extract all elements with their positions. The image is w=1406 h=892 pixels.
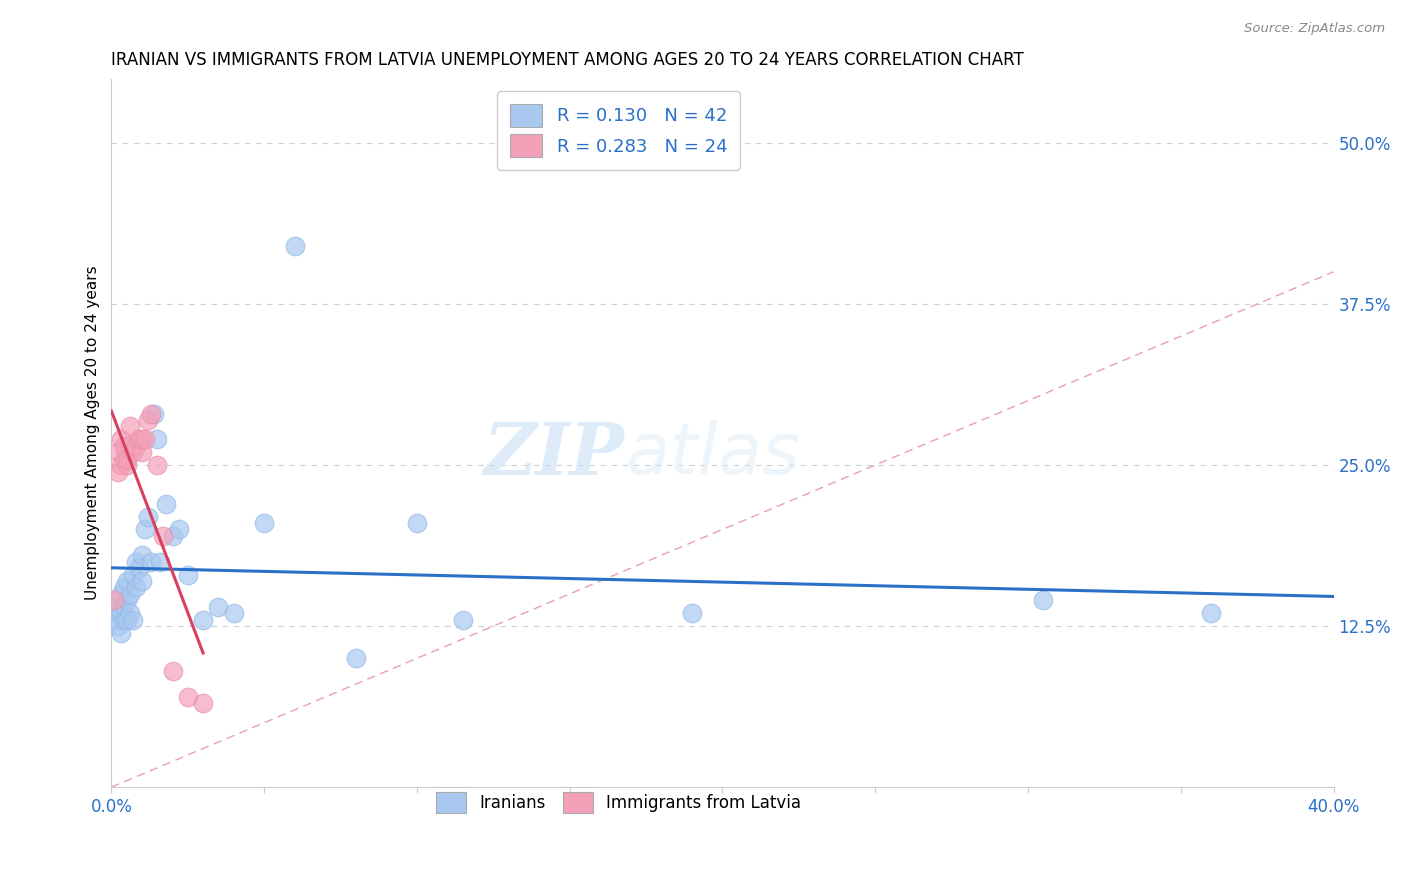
Point xyxy=(112,451,135,466)
Point xyxy=(125,581,148,595)
Text: Source: ZipAtlas.com: Source: ZipAtlas.com xyxy=(1244,22,1385,36)
Point xyxy=(128,433,150,447)
Point xyxy=(128,561,150,575)
Point xyxy=(406,516,429,530)
Point xyxy=(136,509,159,524)
Point xyxy=(136,413,159,427)
Point xyxy=(207,599,229,614)
Point xyxy=(115,574,138,588)
Point xyxy=(112,613,135,627)
Point xyxy=(107,445,129,459)
Point xyxy=(167,523,190,537)
Point xyxy=(110,625,132,640)
Point xyxy=(118,439,141,453)
Point xyxy=(1201,606,1223,620)
Point xyxy=(1032,593,1054,607)
Point xyxy=(115,593,138,607)
Point xyxy=(107,619,129,633)
Point xyxy=(112,599,135,614)
Y-axis label: Unemployment Among Ages 20 to 24 years: Unemployment Among Ages 20 to 24 years xyxy=(86,266,100,600)
Point xyxy=(131,433,153,447)
Point xyxy=(451,613,474,627)
Point xyxy=(344,651,367,665)
Point xyxy=(110,587,132,601)
Point xyxy=(125,555,148,569)
Point xyxy=(284,239,307,253)
Point xyxy=(112,581,135,595)
Point xyxy=(103,593,125,607)
Legend: Iranians, Immigrants from Latvia: Iranians, Immigrants from Latvia xyxy=(425,780,813,825)
Point xyxy=(177,567,200,582)
Point xyxy=(107,599,129,614)
Point xyxy=(134,433,156,447)
Point xyxy=(177,690,200,704)
Point xyxy=(110,458,132,472)
Point xyxy=(118,587,141,601)
Point xyxy=(149,555,172,569)
Point xyxy=(146,433,169,447)
Point xyxy=(253,516,276,530)
Point xyxy=(162,529,184,543)
Point xyxy=(191,613,214,627)
Point xyxy=(107,465,129,479)
Point xyxy=(110,606,132,620)
Point xyxy=(131,445,153,459)
Point xyxy=(131,548,153,562)
Point xyxy=(139,555,162,569)
Point xyxy=(110,433,132,447)
Point xyxy=(131,574,153,588)
Point xyxy=(115,451,138,466)
Point xyxy=(134,523,156,537)
Point xyxy=(162,664,184,678)
Point xyxy=(118,419,141,434)
Text: atlas: atlas xyxy=(624,419,800,489)
Point xyxy=(143,407,166,421)
Point xyxy=(146,458,169,472)
Text: ZIP: ZIP xyxy=(484,418,624,490)
Point xyxy=(125,439,148,453)
Point xyxy=(115,458,138,472)
Point xyxy=(121,567,143,582)
Point xyxy=(115,613,138,627)
Point xyxy=(103,613,125,627)
Point xyxy=(121,613,143,627)
Point xyxy=(118,606,141,620)
Point xyxy=(191,697,214,711)
Point xyxy=(121,445,143,459)
Point xyxy=(152,529,174,543)
Point xyxy=(155,497,177,511)
Text: IRANIAN VS IMMIGRANTS FROM LATVIA UNEMPLOYMENT AMONG AGES 20 TO 24 YEARS CORRELA: IRANIAN VS IMMIGRANTS FROM LATVIA UNEMPL… xyxy=(111,51,1024,69)
Point xyxy=(222,606,245,620)
Point xyxy=(139,407,162,421)
Point xyxy=(681,606,703,620)
Point xyxy=(112,439,135,453)
